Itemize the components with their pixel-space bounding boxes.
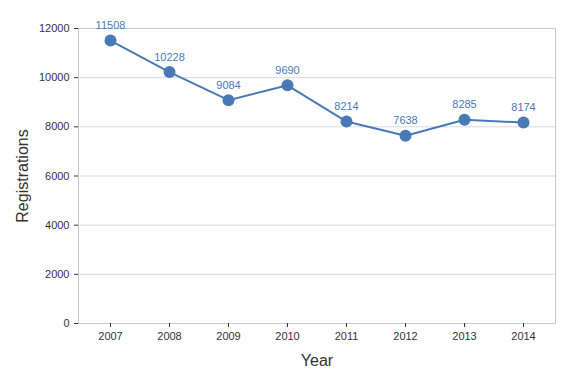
svg-text:10000: 10000 <box>39 71 70 83</box>
svg-text:2011: 2011 <box>335 330 359 342</box>
svg-text:10228: 10228 <box>154 51 185 63</box>
svg-text:2014: 2014 <box>511 330 535 342</box>
svg-text:4000: 4000 <box>45 219 69 231</box>
svg-text:11508: 11508 <box>96 19 126 31</box>
svg-text:8000: 8000 <box>45 120 69 132</box>
svg-text:8174: 8174 <box>511 101 535 113</box>
svg-text:8214: 8214 <box>334 100 358 112</box>
svg-text:2012: 2012 <box>393 330 417 342</box>
svg-text:7638: 7638 <box>393 114 417 126</box>
svg-text:Year: Year <box>301 352 334 369</box>
svg-text:2008: 2008 <box>157 330 181 342</box>
svg-text:9084: 9084 <box>216 79 240 91</box>
svg-text:2010: 2010 <box>275 330 299 342</box>
svg-text:2007: 2007 <box>98 330 122 342</box>
svg-text:2013: 2013 <box>452 330 476 342</box>
svg-text:6000: 6000 <box>45 170 69 182</box>
svg-text:2009: 2009 <box>216 330 240 342</box>
svg-text:Registrations: Registrations <box>14 129 31 222</box>
svg-text:2000: 2000 <box>45 268 69 280</box>
svg-text:0: 0 <box>63 317 69 329</box>
svg-text:9690: 9690 <box>275 64 299 76</box>
svg-text:12000: 12000 <box>39 22 70 34</box>
svg-text:8285: 8285 <box>452 98 476 110</box>
